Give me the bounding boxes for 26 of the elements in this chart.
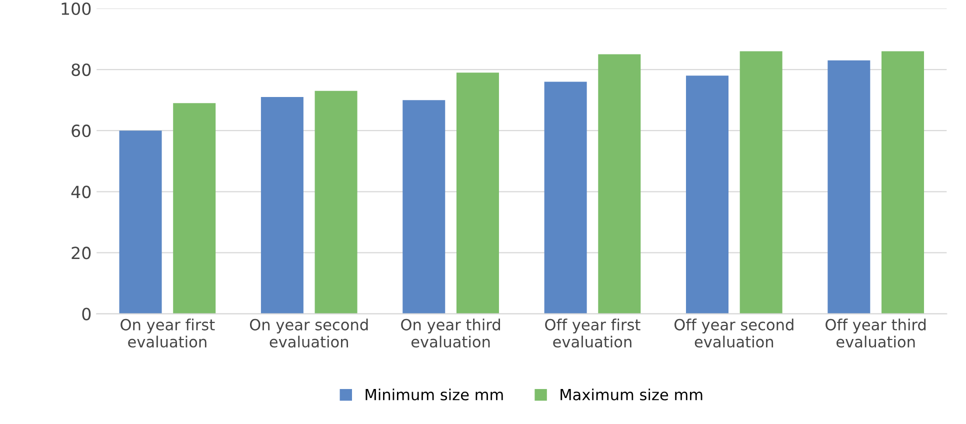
x-tick-label: Off year second evaluation [674, 318, 794, 348]
legend-label: Minimum size mm [366, 388, 503, 400]
x-tick-label: Off year third evaluation [826, 318, 926, 348]
bar [828, 60, 870, 314]
y-tick-label: 20 [72, 246, 91, 260]
bar [598, 54, 641, 314]
x-tick-label: On year second evaluation [250, 318, 368, 348]
bar [173, 103, 216, 314]
y-tick-label: 60 [72, 124, 91, 138]
x-tick-label: On year third evaluation [401, 318, 500, 348]
bar [314, 90, 358, 314]
bar [544, 82, 587, 314]
bar [402, 100, 446, 314]
y-tick-label: 80 [72, 64, 91, 76]
x-tick-label: On year first evaluation [120, 318, 215, 348]
y-tick-label: 0 [82, 308, 91, 320]
x-tick-label: Off year first evaluation [545, 318, 640, 348]
bar [882, 51, 924, 314]
bar [686, 76, 728, 314]
bar [119, 130, 162, 314]
bar [260, 97, 304, 314]
bar [456, 72, 499, 314]
legend-label: Maximum size mm [560, 388, 702, 400]
bar [740, 51, 782, 314]
y-tick-label: 100 [62, 2, 91, 16]
y-tick-label: 40 [71, 186, 91, 198]
